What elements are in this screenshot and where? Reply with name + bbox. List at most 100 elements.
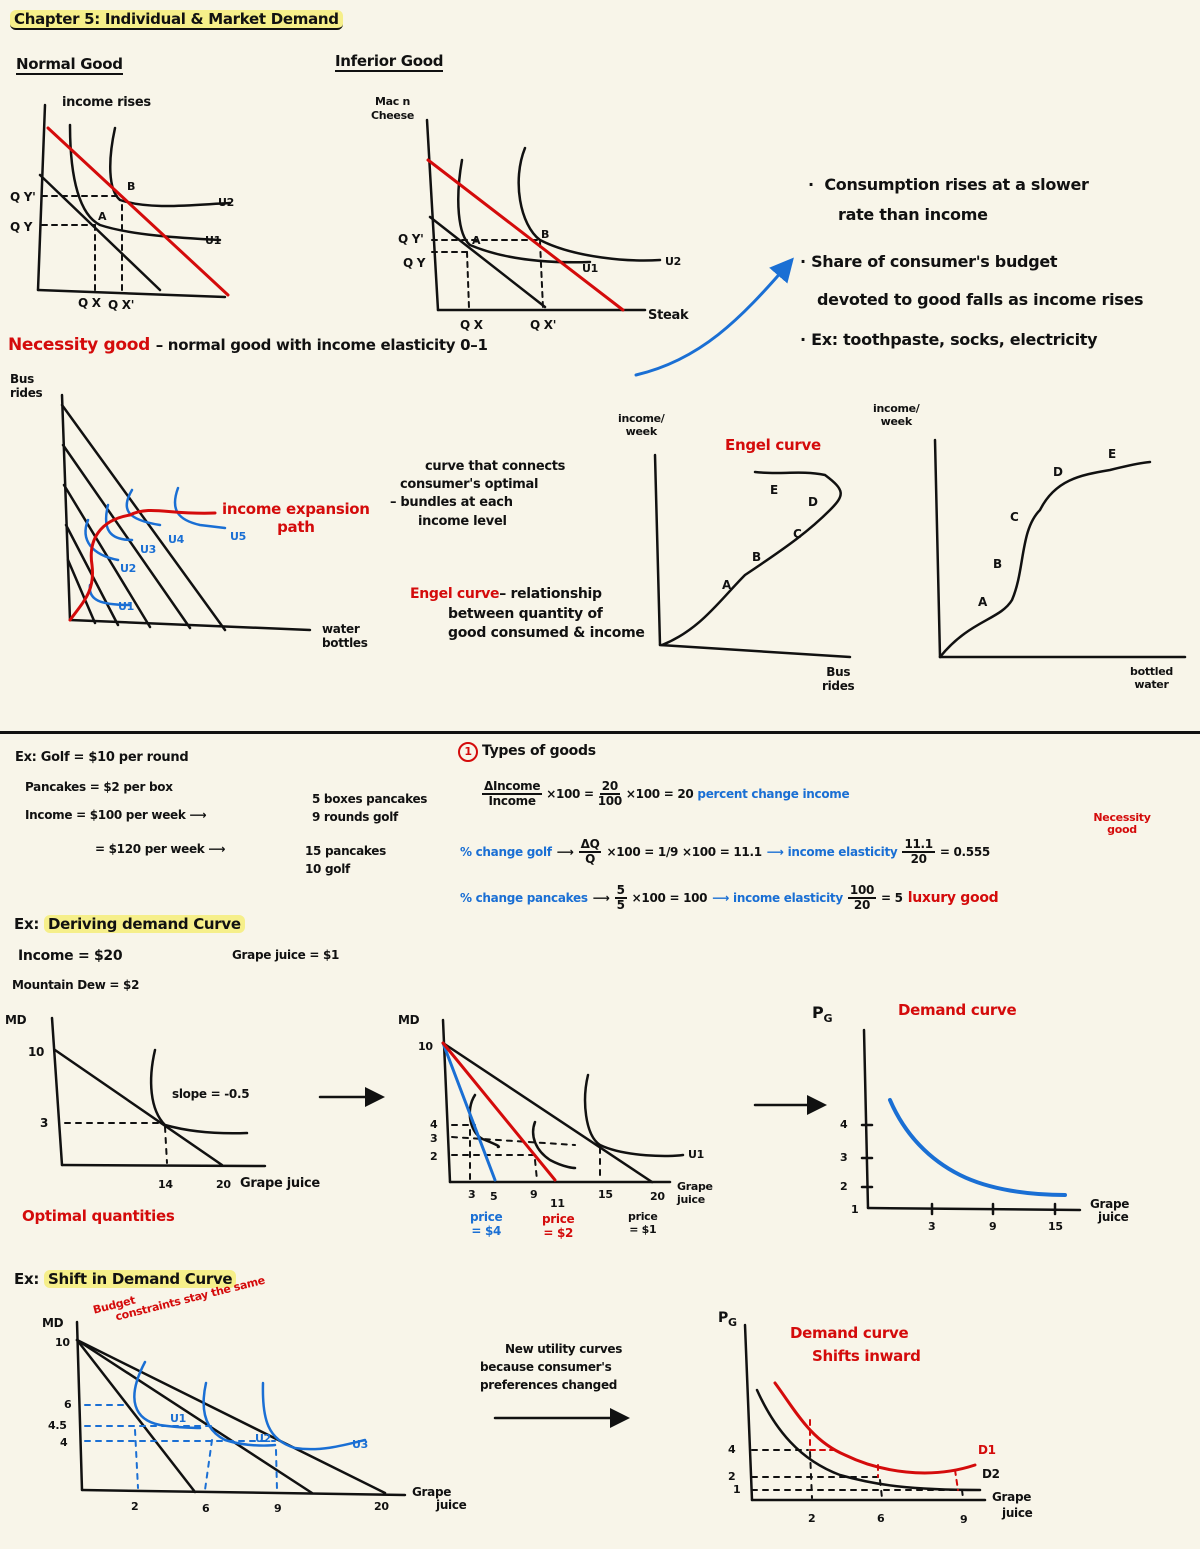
dg2-x-tick-5: 5 — [490, 1190, 498, 1203]
x-line-1: Grape — [992, 1490, 1032, 1504]
inferior-curve-u1: U1 — [582, 262, 598, 275]
demand-curve-d1-red — [773, 1381, 977, 1475]
note-line-2: because consumer's — [480, 1360, 612, 1374]
x-line-2: water — [1134, 678, 1169, 692]
dg2-x-tick-15: 15 — [598, 1188, 613, 1201]
note-line-1: New utility curves — [505, 1342, 623, 1356]
ex-prefix: Ex: — [14, 1270, 40, 1288]
dg3-y-tick-2: 2 — [840, 1180, 848, 1193]
sg2-x-tick-9: 9 — [960, 1513, 968, 1526]
engel-water-y-label: income/ week — [873, 402, 920, 428]
engel-water-point-d: D — [1053, 465, 1063, 479]
demand-curve-graph — [860, 1028, 1082, 1216]
result-1b: 9 rounds golf — [312, 810, 398, 824]
note-line-3: preferences changed — [480, 1378, 618, 1392]
page-title: Chapter 5: Individual & Market Demand — [10, 10, 343, 30]
section-number: 1 — [458, 742, 478, 762]
dg1-x-tick-20: 20 — [216, 1178, 231, 1191]
engel-bus-point-e: E — [770, 483, 778, 497]
pancake-elasticity-result: = 5 — [881, 890, 903, 905]
result-1a: 5 boxes pancakes — [312, 792, 428, 806]
shift-demand-title: Demand curve Shifts inward — [790, 1322, 921, 1367]
mountain-dew-price: Mountain Dew = $2 — [12, 978, 140, 992]
normal-curve-u2: U2 — [218, 196, 234, 209]
inferior-curve-u2: U2 — [665, 255, 681, 268]
dg3-y-label: PG — [812, 1003, 832, 1025]
sg2-y-tick-4: 4 — [728, 1443, 736, 1456]
bullet-2: · Share of consumer's budget — [800, 252, 1058, 271]
sg1-curve-u2: U2 — [255, 1432, 271, 1445]
golf-elasticity-row: % change golf ⟶ ΔQ Q ×100 = 1/9 ×100 = 11.… — [460, 837, 990, 866]
engel-bus-point-b: B — [752, 550, 761, 564]
preferences-note: New utility curves because consumer's pr… — [480, 1340, 622, 1394]
x-line-2: juice — [1002, 1505, 1033, 1520]
exp-u5: U5 — [230, 530, 246, 543]
fraction-den: 100 — [597, 793, 622, 808]
price-2-label: price = $2 — [542, 1212, 575, 1241]
income-expansion-path-red — [68, 509, 217, 622]
result-2b: 10 golf — [305, 862, 350, 876]
pancake-calc: ×100 = 100 — [631, 890, 708, 905]
x-line-1: Grape — [1090, 1197, 1130, 1211]
engel-water-point-a: A — [978, 595, 987, 609]
normal-good-graph — [36, 103, 232, 299]
line-1: price — [542, 1212, 575, 1226]
deriving-demand-heading: Ex: Deriving demand Curve — [14, 915, 245, 933]
fraction-num: 11.1 — [902, 837, 935, 853]
sg2-y-tick-1: 1 — [733, 1483, 741, 1496]
dg1-x-tick-14: 14 — [158, 1178, 173, 1191]
golf-line-3: Income = $100 per week ⟶ — [25, 808, 207, 822]
sg1-x-tick-9: 9 — [274, 1502, 282, 1515]
percent-change-income-row: ΔIncome Income ×100 = 20 100 ×100 = 20 per… — [482, 780, 850, 808]
deriving-graph-2 — [441, 1018, 827, 1184]
curve-label-d2: D2 — [982, 1467, 1000, 1481]
dg2-x-tick-9: 9 — [530, 1188, 538, 1201]
dg2-y-tick-3: 3 — [430, 1132, 438, 1145]
normal-curve-u1: U1 — [205, 234, 221, 247]
formula-label: percent change income — [697, 786, 850, 801]
engel-bus-point-a: A — [722, 578, 731, 592]
shift-graph-1 — [75, 1320, 407, 1497]
normal-y-tick-2: Q Y — [10, 220, 33, 234]
engel-water-graph — [933, 438, 1187, 659]
types-of-goods-heading: 1 Types of goods — [458, 742, 596, 762]
golf-label: % change golf — [460, 844, 552, 859]
title-line-1: Demand curve — [790, 1324, 909, 1342]
line-1: price — [628, 1210, 658, 1223]
normal-y-tick-1: Q Y' — [10, 190, 36, 204]
p-sub: G — [823, 1012, 833, 1026]
budget-price-2-red — [441, 1041, 557, 1182]
golf-calc: ×100 = 1/9 ×100 = 11.1 — [606, 844, 762, 859]
x-label-line-1: water — [322, 622, 360, 636]
x-line-2: juice — [1098, 1210, 1129, 1225]
sg2-y-label: PG — [718, 1310, 737, 1329]
dg1-y-label: MD — [5, 1013, 27, 1027]
fraction-den: 20 — [910, 851, 927, 866]
x-label-line-2: bottles — [322, 636, 368, 651]
sg1-y-tick-4-5: 4.5 — [48, 1419, 67, 1432]
deriving-graph-1 — [50, 1016, 385, 1168]
sg1-x-tick-6: 6 — [202, 1502, 210, 1515]
dg2-y-tick-2: 2 — [430, 1150, 438, 1163]
dg3-x-tick-9: 9 — [989, 1220, 997, 1233]
fraction-num: ΔQ — [578, 837, 602, 853]
demand-curve-blue — [888, 1098, 1067, 1197]
optimal-quantities-caption: Optimal quantities — [22, 1207, 175, 1225]
p-label: P — [718, 1310, 728, 1326]
y-line-2: week — [880, 415, 913, 429]
ex-prefix: Ex: — [14, 915, 40, 933]
golf-type: Necessity good — [1093, 811, 1151, 837]
def-line-1: curve that connects — [425, 459, 566, 474]
y-line-2: week — [625, 425, 658, 439]
exp-u4: U4 — [168, 533, 184, 546]
income-100: Income = $100 per week — [25, 808, 186, 822]
golf-result-1: 5 boxes pancakes 9 rounds golf — [312, 790, 427, 826]
inferior-point-a: A — [472, 234, 481, 247]
sg1-x-tick-20: 20 — [374, 1500, 389, 1513]
golf-elasticity-result: = 0.555 — [939, 844, 990, 859]
x-line-1: Bus — [826, 665, 851, 679]
y-line-1: income/ — [873, 402, 920, 415]
necessity-term: Necessity good — [8, 335, 151, 355]
